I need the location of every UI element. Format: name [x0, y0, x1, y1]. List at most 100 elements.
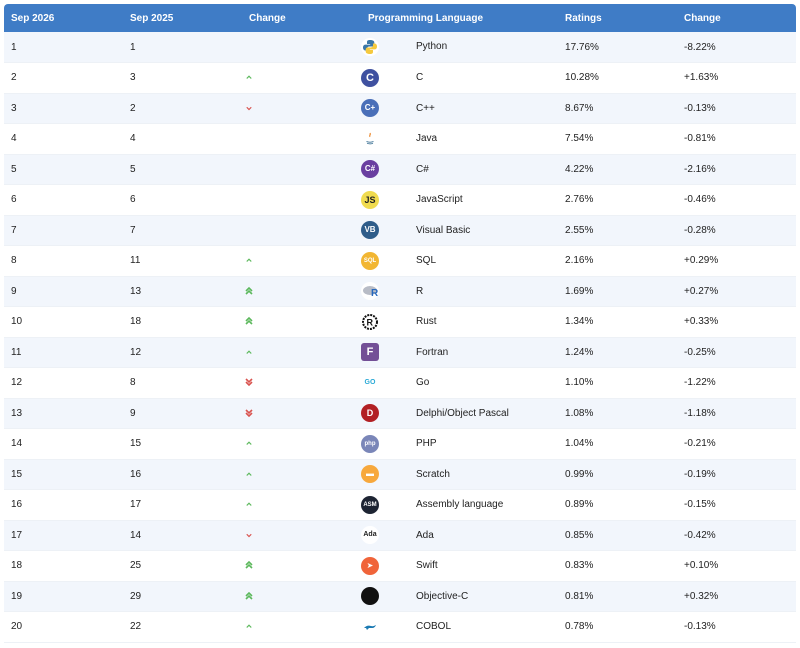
- assembly-icon: ASM: [361, 495, 379, 514]
- rating-value: 2.16%: [558, 245, 678, 277]
- rating-change-value: +1.63%: [677, 62, 797, 94]
- language-name-text[interactable]: Go: [416, 377, 430, 389]
- rating-value: 1.69%: [558, 276, 678, 307]
- table-row[interactable]: 8 11 SQL SQL 2.16% +0.29%: [4, 245, 797, 277]
- rank-change: [242, 245, 361, 277]
- language-name: COBOL: [409, 611, 559, 643]
- double-chevron-up-icon: [242, 315, 256, 325]
- language-name-text[interactable]: Python: [416, 41, 448, 53]
- double-chevron-up-icon: [242, 285, 256, 295]
- table-row[interactable]: 2 3 C C 10.28% +1.63%: [4, 62, 797, 94]
- table-row[interactable]: 12 8 GO Go 1.10% -1.22%: [4, 367, 797, 399]
- rank-change: [242, 489, 361, 521]
- chevron-down-icon: [242, 105, 256, 111]
- rating-change-value: -8.22%: [677, 32, 797, 63]
- language-name-text[interactable]: Fortran: [416, 346, 449, 358]
- language-name-text[interactable]: Java: [416, 133, 438, 145]
- go-icon: GO: [361, 373, 379, 392]
- rating-change-value: -0.46%: [677, 184, 797, 216]
- language-name-text[interactable]: Visual Basic: [416, 224, 471, 236]
- previous-rank: 17: [123, 489, 242, 521]
- current-rank: 6: [4, 184, 123, 216]
- language-name-text[interactable]: C: [416, 72, 424, 84]
- language-name-text[interactable]: Rust: [416, 316, 437, 328]
- language-name-text[interactable]: JavaScript: [416, 194, 463, 206]
- table-row[interactable]: 18 25 ➤ Swift 0.83% +0.10%: [4, 550, 797, 582]
- table-row[interactable]: 20 22 COBOL 0.78% -0.13%: [4, 611, 797, 643]
- previous-rank: 6: [123, 184, 242, 216]
- table-row[interactable]: 17 14 Ada Ada 0.85% -0.42%: [4, 520, 797, 551]
- language-name: R: [409, 276, 559, 307]
- rank-change: [242, 367, 361, 399]
- table-row[interactable]: 6 6 JS JavaScript 2.76% -0.46%: [4, 184, 797, 216]
- language-icon-cell: Ada: [361, 520, 409, 551]
- table-row[interactable]: 15 16 ▬ Scratch 0.99% -0.19%: [4, 459, 797, 490]
- language-icon-cell: [361, 611, 409, 643]
- rating-value: 7.54%: [558, 123, 678, 155]
- language-name: Objective-C: [409, 581, 559, 612]
- rating-value: 10.28%: [558, 62, 678, 94]
- table-row[interactable]: 7 7 VB Visual Basic 2.55% -0.28%: [4, 215, 797, 246]
- rating-change-value: -2.16%: [677, 154, 797, 185]
- table-row[interactable]: 10 18 R Rust 1.34% +0.33%: [4, 306, 797, 338]
- table-row[interactable]: 1 1 Python 17.76% -8.22%: [4, 32, 797, 63]
- table-row[interactable]: 14 15 php PHP 1.04% -0.21%: [4, 428, 797, 460]
- header-change[interactable]: Change: [249, 12, 286, 24]
- swift-icon: ➤: [361, 556, 379, 575]
- current-rank: 7: [4, 215, 123, 246]
- table-row[interactable]: 13 9 D Delphi/Object Pascal 1.08% -1.18%: [4, 398, 797, 429]
- csharp-icon: C#: [361, 160, 379, 179]
- rating-change-value: -0.21%: [677, 428, 797, 460]
- language-name-text[interactable]: Scratch: [416, 468, 450, 480]
- language-icon-cell: D: [361, 398, 409, 429]
- language-name-text[interactable]: Swift: [416, 560, 438, 572]
- language-name-text[interactable]: C++: [416, 102, 435, 114]
- rank-change: [242, 215, 361, 246]
- current-rank: 15: [4, 459, 123, 490]
- java-icon: [361, 129, 379, 148]
- header-ratings[interactable]: Ratings: [565, 12, 602, 24]
- current-rank: 13: [4, 398, 123, 429]
- language-icon-cell: VB: [361, 215, 409, 246]
- language-name-text[interactable]: R: [416, 285, 424, 297]
- language-name-text[interactable]: PHP: [416, 438, 437, 450]
- language-name-text[interactable]: Objective-C: [416, 590, 469, 602]
- cpp-icon: C+: [361, 99, 379, 118]
- table-row[interactable]: 11 12 F Fortran 1.24% -0.25%: [4, 337, 797, 368]
- previous-rank: 25: [123, 550, 242, 582]
- language-name-text[interactable]: Delphi/Object Pascal: [416, 407, 509, 419]
- header-language[interactable]: Programming Language: [368, 12, 484, 24]
- language-name-text[interactable]: Ada: [416, 529, 434, 541]
- language-name: Go: [409, 367, 559, 399]
- ada-icon: Ada: [361, 526, 379, 545]
- table-row[interactable]: 16 17 ASM Assembly language 0.89% -0.15%: [4, 489, 797, 521]
- table-row[interactable]: 4 4 Java 7.54% -0.81%: [4, 123, 797, 155]
- svg-text:R: R: [371, 288, 379, 299]
- table-row[interactable]: 5 5 C# C# 4.22% -2.16%: [4, 154, 797, 185]
- language-name-text[interactable]: COBOL: [416, 621, 452, 633]
- rank-change: [242, 306, 361, 338]
- language-name: Python: [409, 32, 559, 63]
- language-name: C#: [409, 154, 559, 185]
- table-row[interactable]: 9 13 R R 1.69% +0.27%: [4, 276, 797, 307]
- language-icon-cell: R: [361, 276, 409, 307]
- language-name-text[interactable]: C#: [416, 163, 429, 175]
- language-name-text[interactable]: SQL: [416, 255, 437, 267]
- header-rating-change[interactable]: Change: [684, 12, 721, 24]
- double-chevron-down-icon: [242, 407, 256, 417]
- table-row[interactable]: 3 2 C+ C++ 8.67% -0.13%: [4, 93, 797, 124]
- rating-change-value: -0.42%: [677, 520, 797, 551]
- rating-value: 1.24%: [558, 337, 678, 368]
- rank-change: [242, 93, 361, 124]
- rating-value: 4.22%: [558, 154, 678, 185]
- header-previous-month[interactable]: Sep 2025: [130, 12, 174, 24]
- table-row[interactable]: 19 29 Objective-C 0.81% +0.32%: [4, 581, 797, 612]
- current-rank: 2: [4, 62, 123, 94]
- header-current-month[interactable]: Sep 2026: [11, 12, 55, 24]
- previous-rank: 12: [123, 337, 242, 368]
- chevron-up-icon: [242, 257, 256, 263]
- current-rank: 18: [4, 550, 123, 582]
- language-name-text[interactable]: Assembly language: [416, 499, 504, 511]
- rating-value: 1.10%: [558, 367, 678, 399]
